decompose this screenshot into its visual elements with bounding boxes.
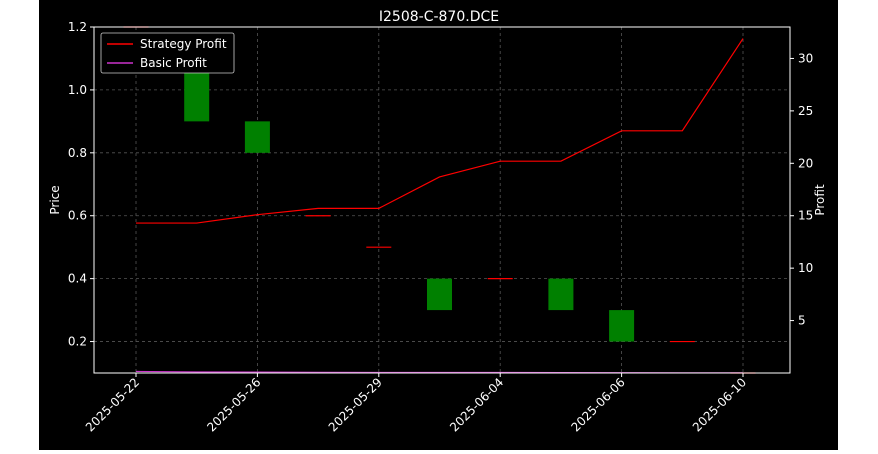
y-right-tick-label: 10 bbox=[798, 261, 813, 275]
candle-body bbox=[427, 278, 452, 311]
y-right-tick-label: 25 bbox=[798, 104, 813, 118]
y-right-tick-label: 30 bbox=[798, 51, 813, 65]
x-tick-label: 2025-05-29 bbox=[326, 375, 385, 434]
figure: I2508-C-870.DCE 0.2 0.4 0.6 0.8 1.0 1.2 5 10 15 2… bbox=[39, 0, 838, 450]
y-right-tick-label: 15 bbox=[798, 209, 813, 223]
x-tick-label: 2025-06-06 bbox=[569, 375, 628, 434]
y-right-tick-label: 20 bbox=[798, 156, 813, 170]
x-tick-label: 2025-06-10 bbox=[690, 375, 749, 434]
y-left-axis-label: Price bbox=[48, 185, 62, 214]
y-left-tick-label: 0.4 bbox=[68, 272, 87, 286]
y-left-tick-label: 1.2 bbox=[68, 20, 87, 34]
y-left-tick-label: 0.2 bbox=[68, 335, 87, 349]
x-tick-label: 2025-06-04 bbox=[447, 375, 506, 434]
candle-body bbox=[609, 310, 635, 342]
y-left-tick-label: 0.8 bbox=[68, 146, 87, 160]
legend-label: Strategy Profit bbox=[140, 37, 227, 51]
candle-body bbox=[244, 121, 270, 153]
y-left-tick-label: 1.0 bbox=[68, 83, 87, 97]
x-tick-label: 2025-05-26 bbox=[204, 375, 263, 434]
chart-title: I2508-C-870.DCE bbox=[379, 9, 499, 25]
profit-line-strategy-profit bbox=[136, 38, 744, 224]
y-left-tick-label: 0.6 bbox=[68, 209, 87, 223]
y-right-axis-label: Profit bbox=[813, 184, 827, 216]
legend-label: Basic Profit bbox=[140, 56, 207, 70]
chart-svg: I2508-C-870.DCE 0.2 0.4 0.6 0.8 1.0 1.2 5 10 15 2… bbox=[48, 9, 827, 434]
y-right-tick-label: 5 bbox=[798, 314, 806, 328]
x-tick-label: 2025-05-22 bbox=[83, 375, 142, 434]
plot-frame bbox=[93, 26, 791, 374]
candle-body bbox=[548, 278, 574, 311]
legend-box bbox=[100, 32, 235, 74]
